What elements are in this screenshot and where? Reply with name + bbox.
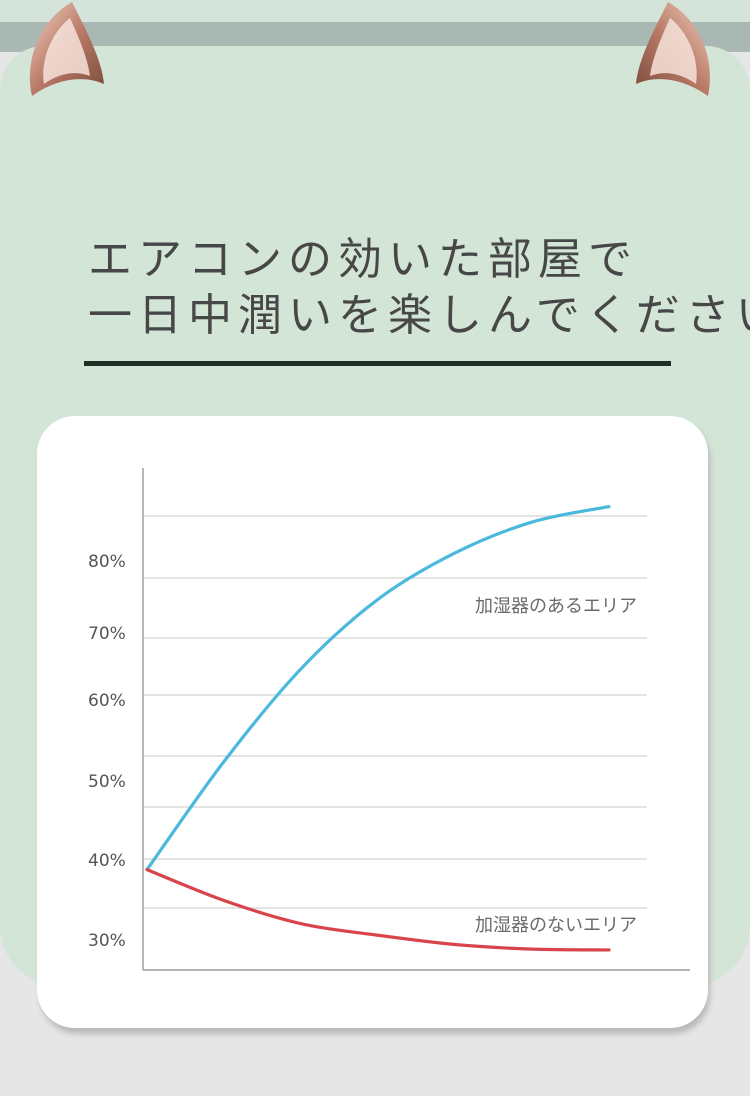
series-label-without-humidifier: 加湿器のないエリア xyxy=(475,915,637,936)
y-tick-label: 30% xyxy=(88,931,126,951)
cat-ear-right-icon xyxy=(636,2,711,96)
series-line-with-humidifier xyxy=(145,505,611,872)
y-tick-label: 50% xyxy=(88,772,126,792)
y-tick-label: 60% xyxy=(88,691,126,711)
headline-underline xyxy=(84,361,671,366)
y-tick-label: 80% xyxy=(88,552,126,572)
y-tick-label: 40% xyxy=(88,851,126,871)
chart-card: 80% 70% 60% 50% 40% 30% 加湿器のあるエリア 加湿器のないエリア xyxy=(37,416,708,1028)
headline-line-1: エアコンの効いた部屋で xyxy=(88,234,638,285)
y-tick-label: 70% xyxy=(88,624,126,644)
headline: エアコンの効いた部屋で 一日中潤いを楽しんでください xyxy=(88,232,750,344)
series-label-with-humidifier: 加湿器のあるエリア xyxy=(475,596,637,617)
cat-ear-left-icon xyxy=(29,2,105,96)
top-strip xyxy=(0,0,750,52)
headline-line-2: 一日中潤いを楽しんでください xyxy=(88,290,750,341)
series-line-without-humidifier xyxy=(145,868,611,952)
